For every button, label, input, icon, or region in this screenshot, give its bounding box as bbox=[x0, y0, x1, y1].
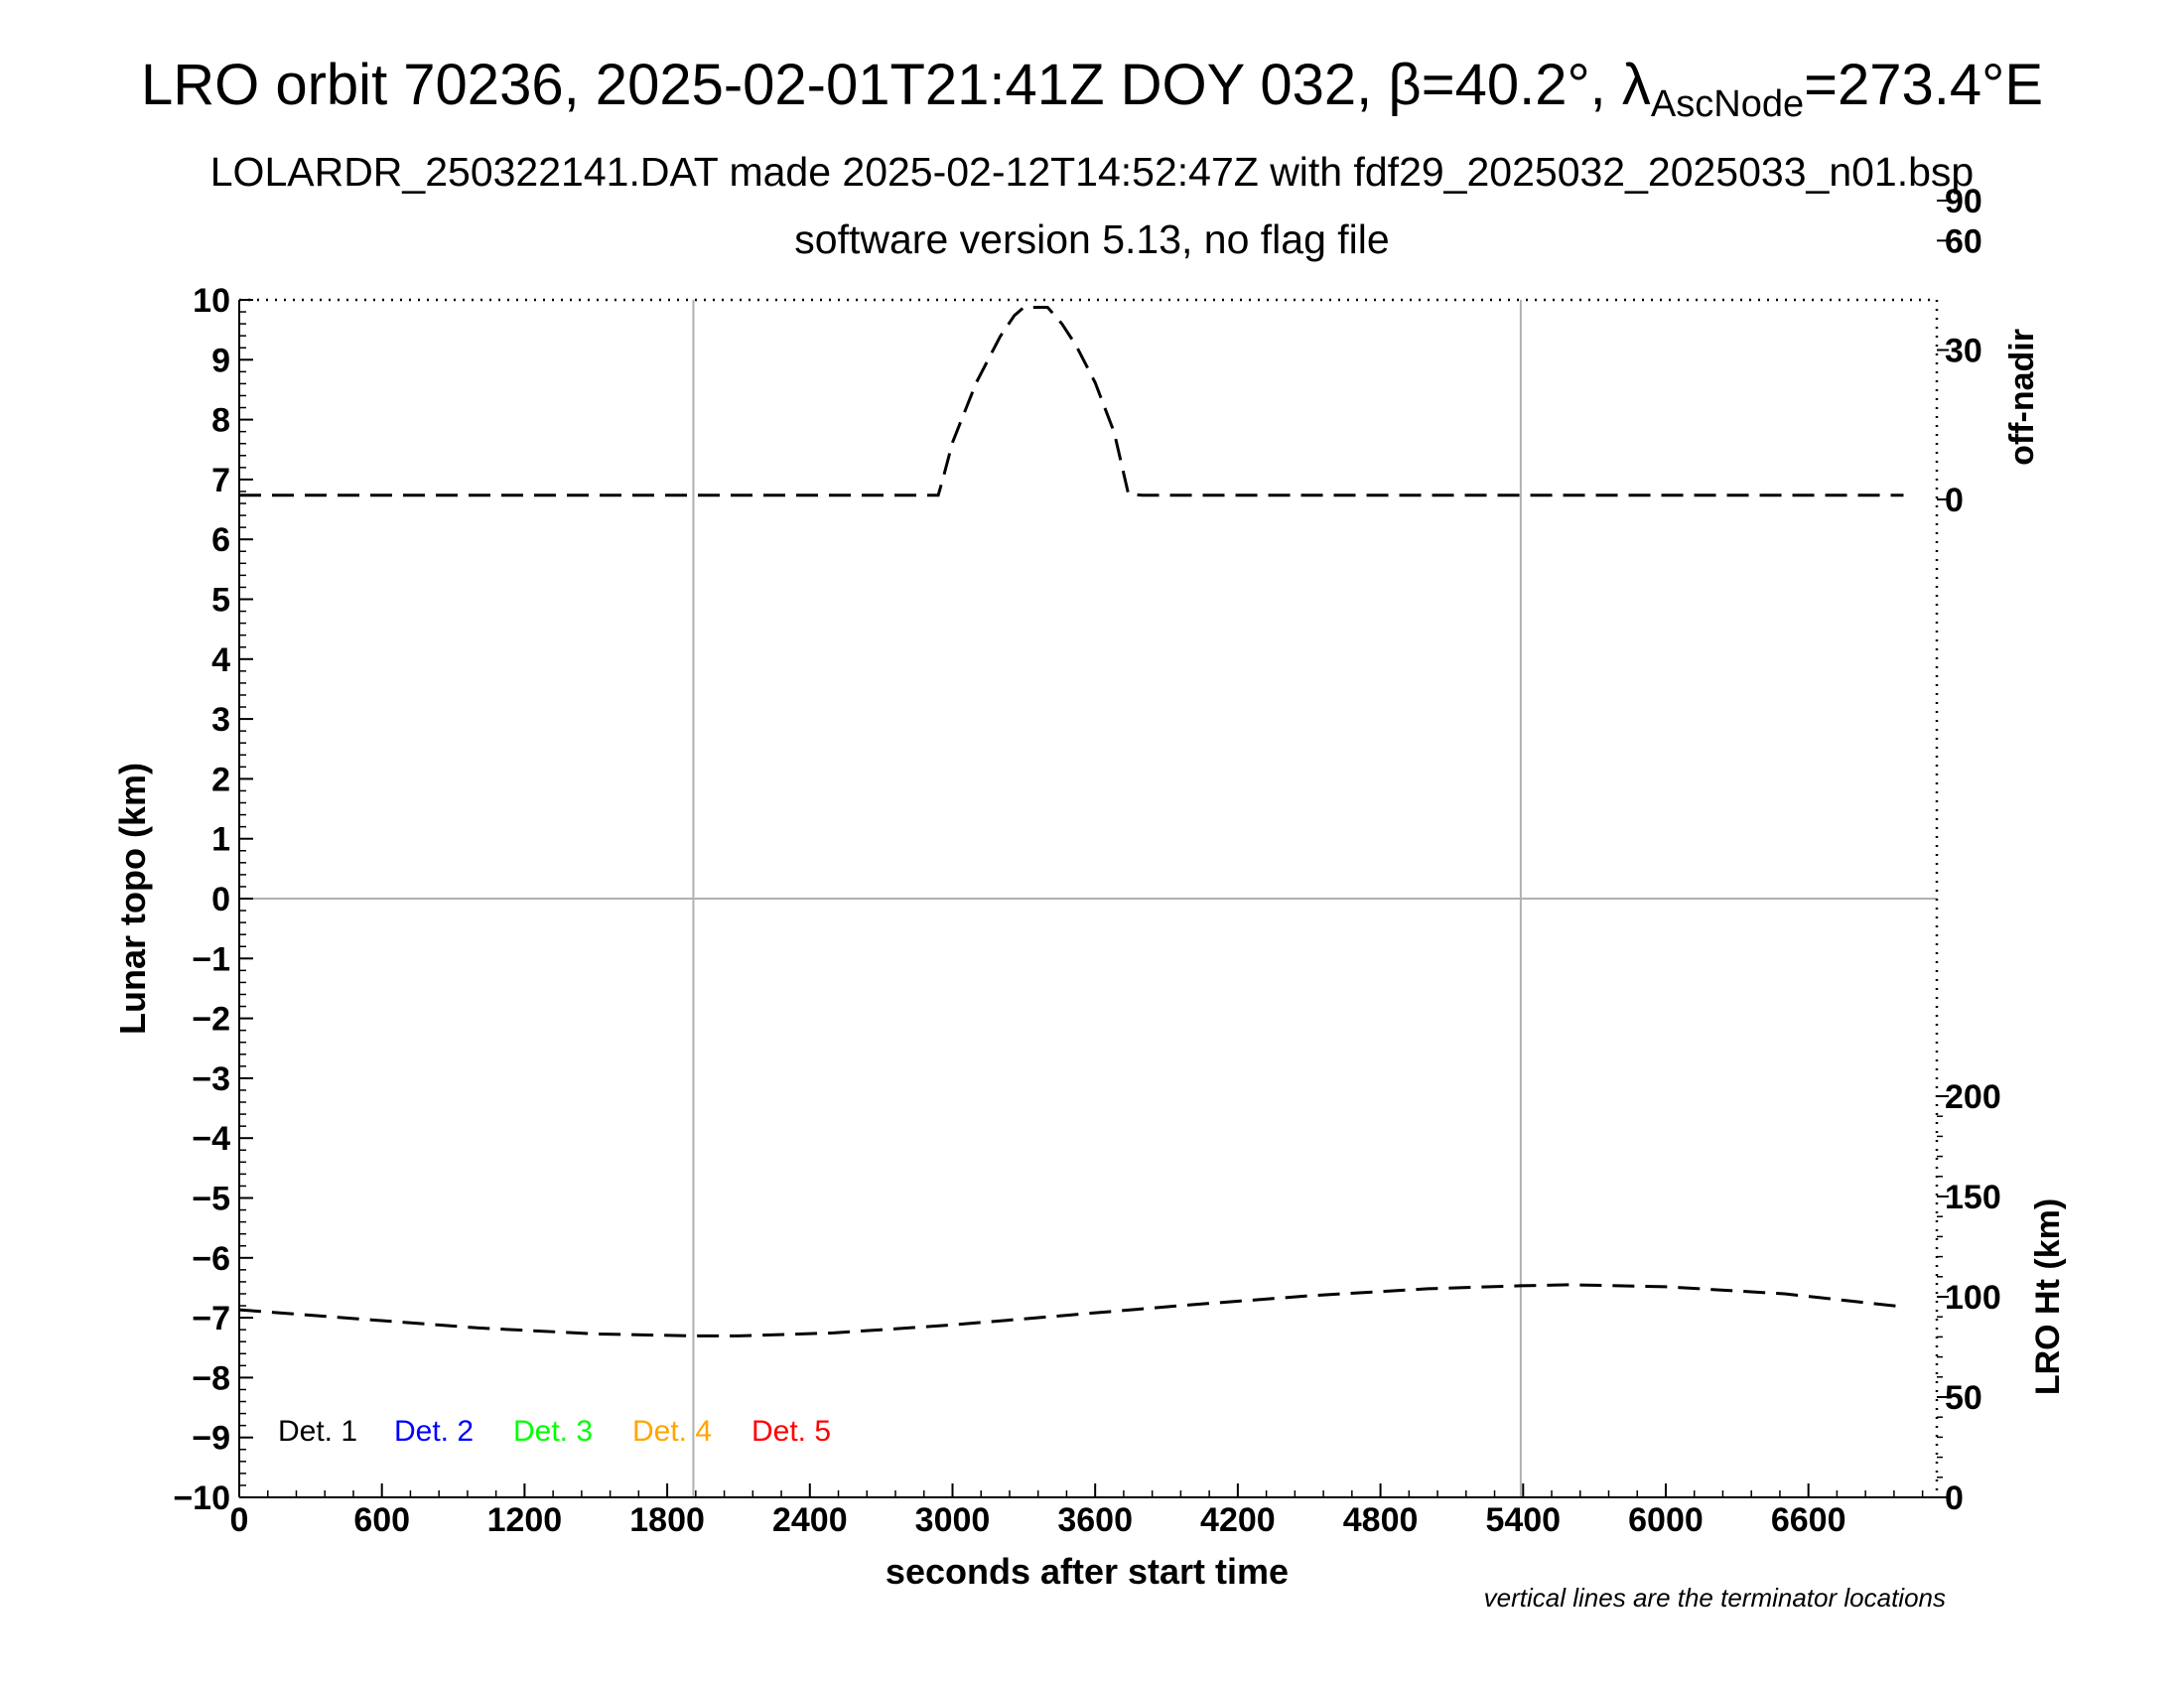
off-nadir-line bbox=[239, 306, 1904, 497]
x-tick-label: 5400 bbox=[1485, 1501, 1561, 1539]
y-tick-label: −10 bbox=[173, 1479, 230, 1517]
y-tick-label: −8 bbox=[192, 1359, 230, 1397]
lro-height-axis-label: LRO Ht (km) bbox=[2029, 1198, 2067, 1395]
x-tick-label: 4800 bbox=[1343, 1501, 1419, 1539]
lro-height-line bbox=[238, 1283, 1904, 1337]
y-tick-label: 7 bbox=[211, 462, 230, 499]
x-axis-label: seconds after start time bbox=[886, 1551, 1289, 1592]
y-tick-label: 4 bbox=[211, 641, 230, 679]
x-tick-label: 1200 bbox=[487, 1501, 563, 1539]
off-nadir-tick-label: 90 bbox=[1945, 183, 1982, 220]
y-tick-label: 10 bbox=[193, 282, 230, 320]
off-nadir-axis-label: off-nadir bbox=[2003, 329, 2041, 466]
y-tick-label: −4 bbox=[192, 1120, 230, 1158]
lro-height-tick-label: 100 bbox=[1945, 1279, 2001, 1317]
tick-labels: 0 600 1200 1800 2400 3000 3600 4200 4800 5400 6000… bbox=[173, 183, 2000, 1539]
y-tick-label: 2 bbox=[211, 761, 230, 798]
lro-height-tick-label: 0 bbox=[1945, 1479, 1964, 1517]
title-subscript: AscNode bbox=[1650, 83, 1805, 125]
y-tick-label: 3 bbox=[211, 701, 230, 739]
x-tick-label: 3000 bbox=[915, 1501, 991, 1539]
off-nadir-tick-label: 0 bbox=[1945, 482, 1964, 519]
y-tick-label: 0 bbox=[211, 881, 230, 918]
x-tick-label: 2400 bbox=[772, 1501, 848, 1539]
legend: Det. 1 Det. 2 Det. 3 Det. 4 Det. 5 bbox=[278, 1415, 831, 1448]
chart-subtitle-file: LOLARDR_250322141.DAT made 2025-02-12T14… bbox=[209, 149, 1975, 195]
title-prefix: LRO orbit 70236, 2025-02-01T21:41Z DOY 0… bbox=[140, 53, 1651, 117]
y-tick-label: −3 bbox=[192, 1060, 230, 1098]
legend-item: Det. 4 bbox=[632, 1415, 712, 1448]
legend-item: Det. 2 bbox=[394, 1415, 474, 1448]
legend-item: Det. 3 bbox=[513, 1415, 593, 1448]
y-tick-label: −6 bbox=[192, 1240, 230, 1278]
lro-height-tick-label: 50 bbox=[1945, 1379, 1982, 1417]
terminator-note: vertical lines are the terminator locati… bbox=[1484, 1583, 1946, 1613]
series-lines bbox=[238, 306, 1904, 1337]
off-nadir-tick-label: 30 bbox=[1945, 333, 1982, 370]
x-tick-label: 1800 bbox=[629, 1501, 705, 1539]
y-tick-label: −1 bbox=[192, 940, 230, 978]
y-tick-label: −2 bbox=[192, 1001, 230, 1039]
off-nadir-tick-label: 60 bbox=[1945, 222, 1982, 260]
x-tick-label: 600 bbox=[353, 1501, 410, 1539]
y-tick-label: 6 bbox=[211, 521, 230, 559]
lro-height-tick-label: 150 bbox=[1945, 1179, 2001, 1216]
y-tick-label: 8 bbox=[211, 402, 230, 440]
x-tick-label: 6600 bbox=[1771, 1501, 1846, 1539]
y-tick-label: −9 bbox=[192, 1420, 230, 1458]
y-axis-label: Lunar topo (km) bbox=[112, 763, 153, 1035]
title-suffix: =273.4°E bbox=[1804, 53, 2044, 117]
x-tick-label: 4200 bbox=[1200, 1501, 1276, 1539]
x-tick-label: 6000 bbox=[1628, 1501, 1704, 1539]
y-tick-label: −7 bbox=[192, 1300, 230, 1337]
x-tick-label: 0 bbox=[230, 1501, 249, 1539]
y-tick-label: 9 bbox=[211, 342, 230, 379]
x-tick-label: 3600 bbox=[1057, 1501, 1133, 1539]
chart-title: LRO orbit 70236, 2025-02-01T21:41Z DOY 0… bbox=[0, 52, 2184, 126]
tick-marks bbox=[238, 200, 1949, 1498]
y-tick-label: 5 bbox=[211, 582, 230, 620]
y-tick-label: 1 bbox=[211, 821, 230, 859]
legend-item: Det. 1 bbox=[278, 1415, 357, 1448]
lro-height-tick-label: 200 bbox=[1945, 1078, 2001, 1116]
chart-subtitle-version: software version 5.13, no flag file bbox=[794, 216, 1390, 262]
legend-item: Det. 5 bbox=[751, 1415, 831, 1448]
grid-lines bbox=[239, 300, 1937, 1497]
y-tick-label: −5 bbox=[192, 1181, 230, 1218]
